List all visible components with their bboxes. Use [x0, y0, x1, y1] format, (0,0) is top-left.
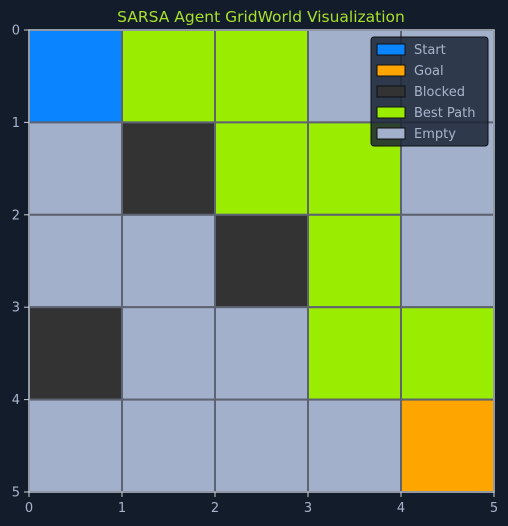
grid-cell-r3-c1-empty	[121, 306, 216, 401]
grid-cell-r1-c0-empty	[28, 121, 123, 216]
y-tick-label: 2	[12, 208, 20, 223]
legend-label-start: Start	[414, 43, 446, 58]
x-tick-label: 4	[397, 501, 405, 516]
x-tick-label: 0	[25, 501, 33, 516]
x-tick-label: 5	[490, 501, 498, 516]
grid-cell-r2-c1-empty	[121, 213, 216, 309]
x-tick-label: 3	[304, 501, 312, 516]
x-tick-label: 1	[118, 501, 126, 516]
grid-cell-r3-c0-blocked	[28, 306, 123, 401]
grid-cell-r2-c2-blocked	[214, 213, 309, 309]
legend-swatch-goal	[376, 64, 406, 77]
legend-swatch-best-path	[376, 106, 406, 119]
legend-label-blocked: Blocked	[414, 85, 465, 100]
grid-cell-r1-c1-blocked	[121, 121, 216, 216]
grid-cell-r4-c2-empty	[214, 398, 309, 494]
grid-cell-r4-c0-empty	[28, 398, 123, 494]
legend-swatch-start	[376, 43, 406, 56]
y-tick-label: 3	[12, 301, 20, 316]
grid-cell-r4-c3-empty	[307, 398, 402, 494]
legend-label-best-path: Best Path	[414, 106, 475, 121]
plot-frame	[28, 29, 495, 493]
legend-swatch-blocked	[376, 85, 406, 98]
y-tick-label: 4	[12, 393, 20, 408]
chart-title: SARSA Agent GridWorld Visualization	[117, 8, 405, 26]
y-tick-label: 5	[12, 486, 20, 501]
grid-cell-r3-c4-best-path	[400, 306, 495, 401]
legend-box	[370, 36, 489, 147]
legend-label-empty: Empty	[414, 127, 456, 142]
grid-cell-r2-c3-best-path	[307, 213, 402, 309]
legend-label-goal: Goal	[414, 64, 444, 79]
y-tick-label: 0	[12, 24, 20, 39]
grid-cell-r0-c2-best-path	[214, 29, 309, 124]
grid-cells	[28, 29, 495, 494]
grid-cell-r0-c1-best-path	[121, 29, 216, 124]
legend-swatch-empty	[376, 127, 406, 140]
grid-cell-r0-c0-start	[28, 29, 123, 124]
grid-cell-r2-c0-empty	[28, 213, 123, 309]
y-tick-label: 1	[12, 116, 20, 131]
grid-cell-r2-c4-empty	[400, 213, 495, 309]
grid-cell-r3-c2-empty	[214, 306, 309, 401]
grid-cell-r3-c3-best-path	[307, 306, 402, 401]
legend: Start Goal Blocked Best Path Empty	[370, 36, 489, 147]
grid-cell-r4-c4-goal	[400, 398, 495, 494]
x-tick-label: 2	[211, 501, 219, 516]
grid-cell-r1-c2-best-path	[214, 121, 309, 216]
grid-cell-r4-c1-empty	[121, 398, 216, 494]
